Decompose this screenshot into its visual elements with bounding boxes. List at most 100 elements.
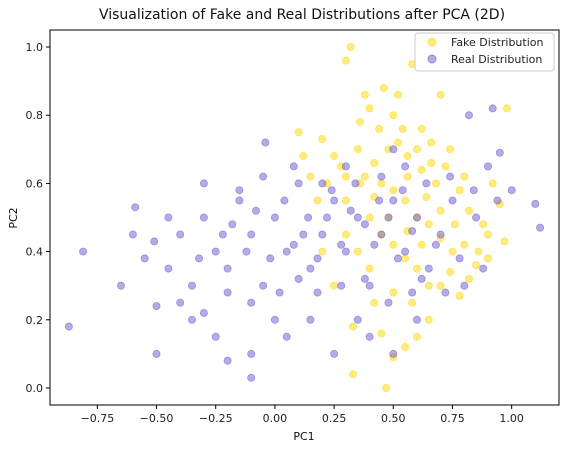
data-point: [223, 288, 232, 297]
data-point: [152, 302, 161, 311]
data-point: [211, 247, 220, 256]
data-point: [398, 124, 407, 133]
y-tick-label: 0.2: [26, 314, 44, 327]
data-point: [412, 332, 421, 341]
data-point: [235, 186, 244, 195]
data-point: [389, 240, 398, 249]
data-point: [488, 179, 497, 188]
data-point: [412, 213, 421, 222]
data-point: [299, 230, 308, 239]
data-point: [341, 196, 350, 205]
data-point: [360, 220, 369, 229]
x-axis: −0.75 −0.50 −0.25 0.00 0.25 0.50 0.75 1.00: [80, 405, 524, 425]
x-tick-label: −0.75: [80, 412, 114, 425]
data-point: [223, 264, 232, 273]
data-point: [412, 264, 421, 273]
data-point: [337, 240, 346, 249]
data-point: [251, 206, 260, 215]
data-point: [401, 196, 410, 205]
data-point: [235, 196, 244, 205]
data-point: [330, 152, 339, 161]
data-point: [346, 206, 355, 215]
data-point: [389, 186, 398, 195]
data-point: [164, 264, 173, 273]
data-point: [431, 179, 440, 188]
data-point: [472, 261, 481, 270]
data-point: [488, 104, 497, 113]
data-point: [464, 111, 473, 120]
data-point: [393, 138, 402, 147]
data-point: [360, 274, 369, 283]
data-point: [389, 145, 398, 154]
data-point: [401, 247, 410, 256]
x-tick-label: −0.25: [199, 412, 233, 425]
data-point: [176, 298, 185, 307]
data-point: [441, 288, 450, 297]
data-point: [398, 186, 407, 195]
y-tick-label: 0.4: [26, 246, 44, 259]
legend-box: [414, 32, 555, 72]
data-point: [360, 90, 369, 99]
data-point: [403, 172, 412, 181]
data-point: [337, 281, 346, 290]
data-point: [389, 111, 398, 120]
data-point: [436, 281, 445, 290]
data-point: [365, 332, 374, 341]
data-point: [199, 308, 208, 317]
data-point: [384, 298, 393, 307]
data-point: [79, 247, 88, 256]
x-axis-label: PC1: [293, 430, 314, 443]
legend-marker-fake: [427, 37, 437, 47]
data-point: [365, 104, 374, 113]
data-point: [261, 138, 270, 147]
data-point: [176, 230, 185, 239]
legend: Fake Distribution Real Distribution: [414, 32, 555, 72]
data-point: [152, 349, 161, 358]
data-point: [228, 220, 237, 229]
data-point: [479, 220, 488, 229]
data-point: [299, 152, 308, 161]
data-point: [270, 315, 279, 324]
data-point: [417, 240, 426, 249]
data-point: [502, 104, 511, 113]
data-point: [377, 179, 386, 188]
data-point: [218, 230, 227, 239]
data-point: [401, 162, 410, 171]
data-point: [195, 254, 204, 263]
x-tick-label: −0.50: [140, 412, 174, 425]
data-point: [427, 158, 436, 167]
data-point: [259, 281, 268, 290]
x-tick-label: 0.50: [381, 412, 406, 425]
data-point: [479, 264, 488, 273]
data-point: [282, 332, 291, 341]
data-point: [436, 90, 445, 99]
data-point: [424, 315, 433, 324]
series-real: [64, 104, 545, 382]
data-point: [330, 281, 339, 290]
data-point: [294, 179, 303, 188]
data-point: [389, 349, 398, 358]
data-point: [282, 247, 291, 256]
data-point: [318, 179, 327, 188]
data-point: [382, 383, 391, 392]
y-tick-label: 1.0: [26, 41, 44, 54]
y-tick-label: 0.8: [26, 109, 44, 122]
data-point: [455, 186, 464, 195]
data-point: [341, 230, 350, 239]
data-point: [289, 162, 298, 171]
legend-label-real: Real Distribution: [451, 53, 542, 66]
data-point: [455, 291, 464, 300]
data-point: [306, 264, 315, 273]
data-point: [483, 230, 492, 239]
data-point: [356, 118, 365, 127]
data-point: [424, 281, 433, 290]
data-point: [247, 349, 256, 358]
data-point: [536, 223, 545, 232]
data-point: [493, 196, 502, 205]
data-point: [469, 186, 478, 195]
data-point: [247, 373, 256, 382]
data-point: [474, 247, 483, 256]
x-tick-label: 0.75: [440, 412, 465, 425]
data-point: [223, 356, 232, 365]
